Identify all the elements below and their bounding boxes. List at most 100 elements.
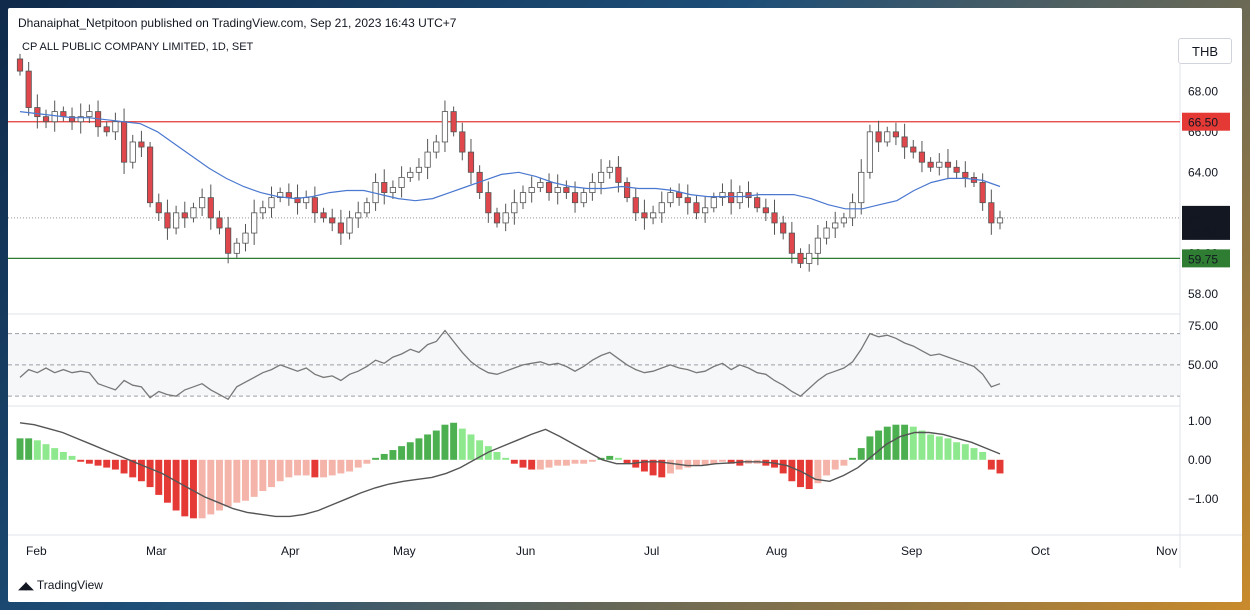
macd-histogram-bar xyxy=(68,455,76,460)
macd-histogram-bar xyxy=(268,459,275,488)
candle-body xyxy=(606,166,613,173)
candle-body xyxy=(693,202,700,214)
candle-body xyxy=(164,212,171,229)
moving-average-line xyxy=(19,111,1001,210)
macd-histogram-bar xyxy=(979,452,987,460)
candle-body xyxy=(294,197,301,204)
candle-body xyxy=(719,192,726,199)
candle-body xyxy=(103,126,110,133)
macd-histogram-bar xyxy=(840,459,848,466)
candle-body xyxy=(823,227,830,239)
candle-body xyxy=(797,252,804,264)
candle-body xyxy=(424,151,431,168)
macd-histogram-bar xyxy=(189,459,197,519)
macd-histogram-bar xyxy=(320,459,328,478)
macd-histogram-bar xyxy=(432,430,440,460)
macd-histogram-bar xyxy=(961,444,969,460)
candle-body xyxy=(320,212,327,219)
macd-histogram-bar xyxy=(823,459,831,476)
candle-body xyxy=(42,116,50,123)
macd-histogram-bar xyxy=(328,459,336,476)
macd-histogram-bar xyxy=(727,459,735,464)
macd-histogram-bar xyxy=(944,438,952,460)
macd-histogram-bar xyxy=(970,448,978,460)
candle-body xyxy=(840,217,847,224)
macd-histogram-bar xyxy=(94,459,102,466)
macd-histogram-bar xyxy=(640,459,648,472)
candle-body xyxy=(866,131,874,173)
chart-svg[interactable]: 68.0064.0058.0066.0060.0066.5059.7561.75… xyxy=(8,8,1242,602)
macd-histogram-bar xyxy=(42,444,50,460)
currency-button[interactable]: THB xyxy=(1178,38,1232,64)
macd-histogram-bar xyxy=(901,424,909,460)
macd-histogram-bar xyxy=(909,426,917,460)
macd-histogram-bar xyxy=(380,453,388,460)
candle-body xyxy=(684,197,691,204)
macd-histogram-bar xyxy=(831,459,839,470)
macd-histogram-bar xyxy=(172,459,180,511)
macd-histogram-bar xyxy=(692,459,700,466)
support-badge xyxy=(1182,249,1230,268)
macd-histogram-bar xyxy=(51,448,59,460)
macd-histogram-bar xyxy=(649,459,657,476)
macd-histogram-bar xyxy=(85,459,93,464)
time-axis-label: Oct xyxy=(1031,544,1050,558)
candle-body xyxy=(754,197,761,209)
macd-histogram-bar xyxy=(137,459,145,482)
macd-histogram-bar xyxy=(528,459,536,470)
macd-histogram-bar xyxy=(788,459,796,482)
macd-tick-label: 1.00 xyxy=(1188,414,1212,428)
candle-body xyxy=(68,116,76,123)
macd-histogram-bar xyxy=(198,459,206,519)
price-tick-label: 64.00 xyxy=(1188,165,1218,179)
candle-body xyxy=(597,171,605,183)
candle-body xyxy=(771,212,778,224)
macd-histogram-bar xyxy=(866,436,874,460)
candle-body xyxy=(953,166,960,173)
candle-body xyxy=(554,187,561,193)
candle-body xyxy=(537,182,544,188)
candle-body xyxy=(25,70,32,108)
macd-histogram-bar xyxy=(623,459,631,464)
price-tick-label: 58.00 xyxy=(1188,287,1218,301)
candle-body xyxy=(233,242,240,254)
candle-body xyxy=(433,141,440,153)
macd-histogram-bar xyxy=(935,436,943,460)
macd-histogram-bar xyxy=(666,459,674,474)
macd-histogram-bar xyxy=(701,459,709,466)
candle-body xyxy=(814,237,821,254)
macd-histogram-bar xyxy=(502,457,510,460)
rsi-pane xyxy=(8,329,1180,401)
macd-tick-label: 0.00 xyxy=(1188,453,1212,467)
macd-histogram-bar xyxy=(849,457,857,460)
chart-card: Dhanaiphat_Netpitoon published on Tradin… xyxy=(8,8,1242,602)
macd-histogram-bar xyxy=(337,459,345,474)
candle-body xyxy=(268,197,275,209)
candle-body xyxy=(996,217,1004,224)
candle-body xyxy=(225,227,232,254)
candle-body xyxy=(832,222,839,229)
candle-body xyxy=(580,192,587,204)
macd-histogram-bar xyxy=(779,459,787,474)
macd-histogram-bar xyxy=(588,459,596,462)
candle-body xyxy=(407,171,414,178)
macd-histogram-bar xyxy=(163,459,171,503)
candle-body xyxy=(650,212,657,219)
candle-body xyxy=(728,192,735,204)
candle-body xyxy=(285,192,292,199)
macd-histogram-bar xyxy=(606,455,614,460)
macd-histogram-bar xyxy=(892,424,900,460)
macd-histogram-bar xyxy=(953,442,961,460)
macd-histogram-bar xyxy=(363,459,371,464)
candle-body xyxy=(667,192,674,204)
macd-histogram-bar xyxy=(146,459,154,488)
candle-body xyxy=(459,131,466,153)
macd-histogram-bar xyxy=(181,459,189,517)
tradingview-logo-icon: ◢◣ xyxy=(18,579,34,592)
price-tick-label: 68.00 xyxy=(1188,84,1218,98)
candle-body xyxy=(519,192,527,204)
time-axis-label: Feb xyxy=(26,544,47,558)
candle-body xyxy=(780,222,787,234)
candle-body xyxy=(415,166,423,173)
candle-body xyxy=(146,146,154,204)
